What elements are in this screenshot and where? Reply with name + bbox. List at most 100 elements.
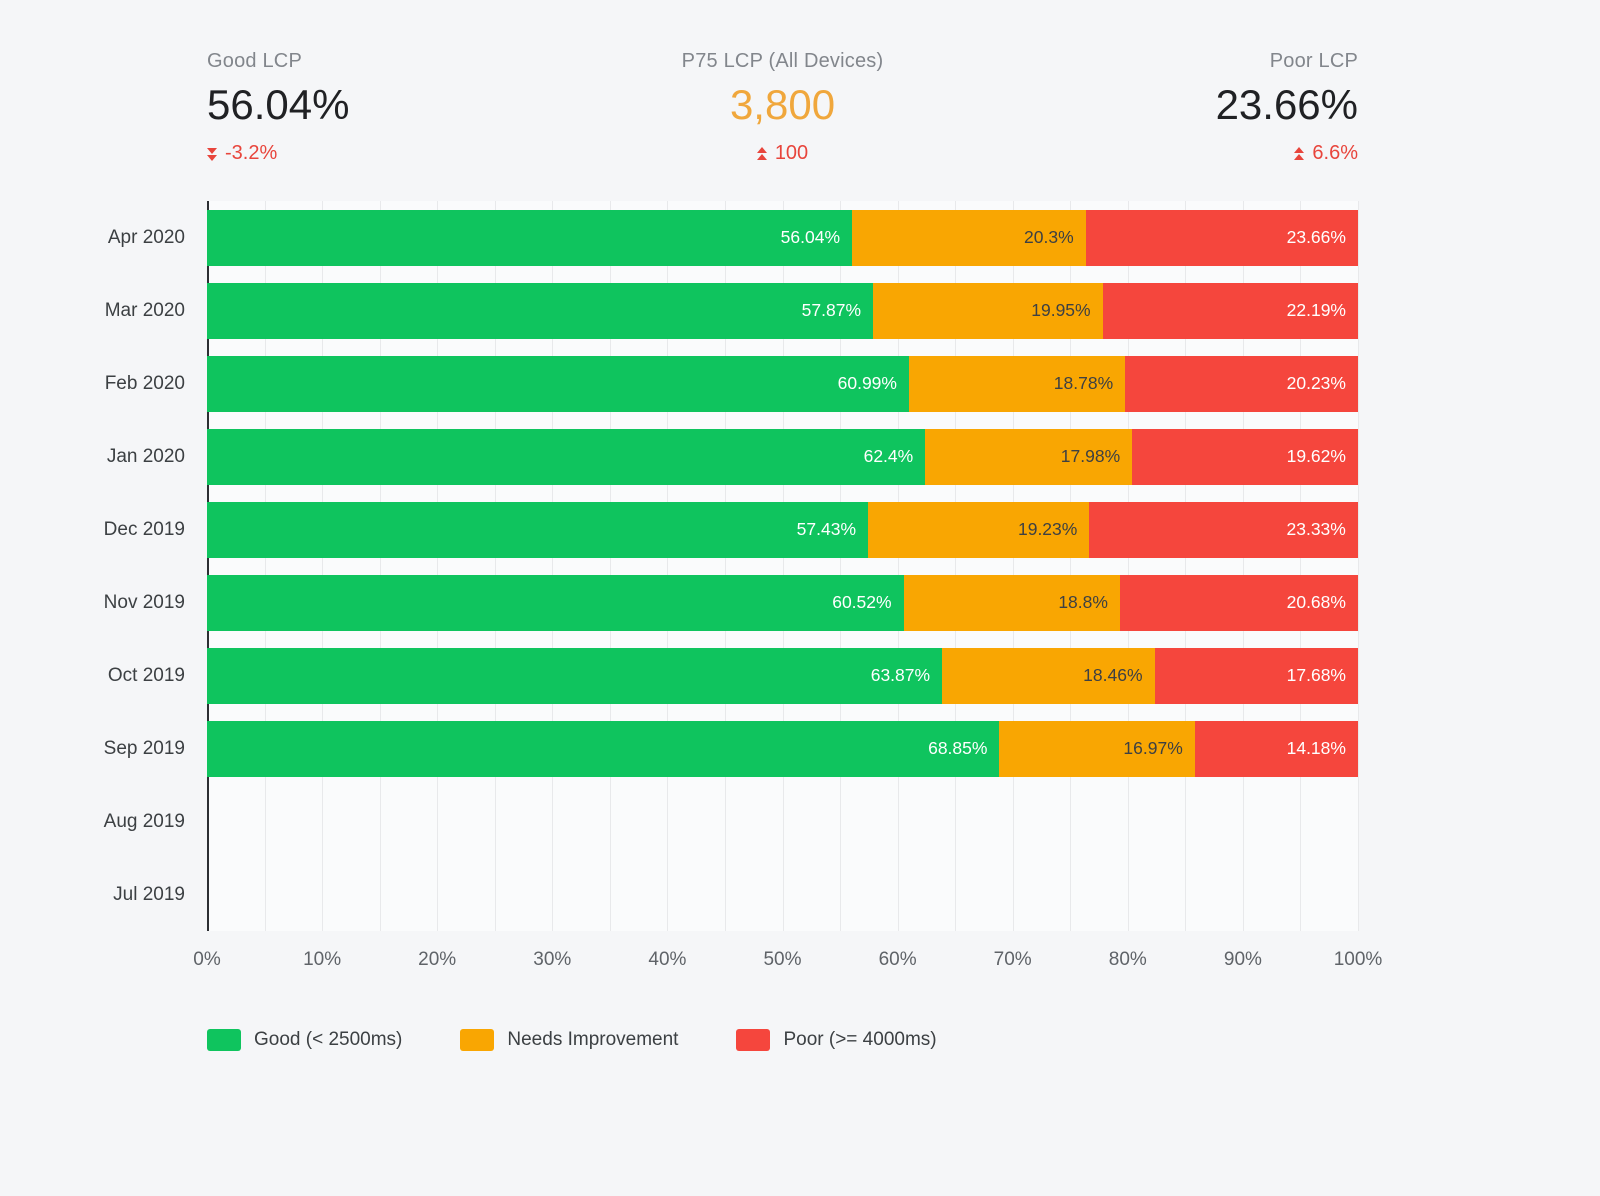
bar-track: 68.85% 16.97% 14.18% (207, 720, 1358, 777)
gridline (955, 201, 957, 931)
x-axis-tick: 10% (303, 949, 342, 970)
bar-segment-good: 62.4% (207, 428, 926, 485)
x-axis-tick: 40% (648, 949, 687, 970)
gridline (322, 201, 324, 931)
legend-label: Good (< 2500ms) (254, 1029, 403, 1050)
legend-label: Needs Improvement (507, 1029, 679, 1050)
trend-up-icon (756, 146, 767, 161)
gridline (1127, 201, 1129, 931)
bar-segment-needs-improvement: 16.97% (999, 720, 1195, 777)
bar-track: 62.4% 17.98% 19.62% (207, 428, 1358, 485)
bar-segment-poor: 23.66% (1085, 209, 1358, 266)
y-axis-label: Feb 2020 (104, 372, 185, 394)
chart-row: Sep 2019 68.85% 16.97% 14.18% (32, 712, 1358, 785)
x-axis-tick: 50% (763, 949, 802, 970)
y-axis-line (207, 201, 209, 931)
chart-row: Feb 2020 60.99% 18.78% 20.23% (32, 347, 1358, 420)
plot-rows: Apr 2020 56.04% 20.3% 23.66% Mar 2020 57.87% 1… (32, 201, 1358, 931)
trend-up-icon (1294, 146, 1305, 161)
kpi-good-lcp: Good LCP 56.04% -3.2% (207, 50, 591, 165)
chart-row: Dec 2019 57.43% 19.23% 23.33% (32, 493, 1358, 566)
legend-swatch-good (207, 1029, 241, 1051)
bar-track: 56.04% 20.3% 23.66% (207, 209, 1358, 266)
chart-row: Aug 2019 (32, 785, 1358, 858)
gridline (1242, 201, 1244, 931)
gridline (1012, 201, 1014, 931)
x-axis-tick: 20% (418, 949, 457, 970)
legend-item-needs-improvement[interactable]: Needs Improvement (460, 1029, 678, 1051)
y-axis-label: Oct 2019 (107, 664, 185, 686)
gridline (782, 201, 784, 931)
bar-segment-needs-improvement: 18.8% (903, 574, 1120, 631)
gridline (609, 201, 611, 931)
gridline (264, 201, 266, 931)
bar-track: 63.87% 18.46% 17.68% (207, 647, 1358, 704)
chart-row: Apr 2020 56.04% 20.3% 23.66% (32, 201, 1358, 274)
trend-down-icon (207, 147, 217, 161)
chart-row: Oct 2019 63.87% 18.46% 17.68% (32, 639, 1358, 712)
bar-segment-good: 60.99% (207, 355, 909, 412)
chart-row: Mar 2020 57.87% 19.95% 22.19% (32, 274, 1358, 347)
legend-swatch-needs-improvement (460, 1029, 495, 1051)
plot-area: Apr 2020 56.04% 20.3% 23.66% Mar 2020 57.87% 1… (32, 201, 1359, 931)
bar-segment-good: 63.87% (207, 647, 943, 704)
bar-segment-needs-improvement: 18.78% (908, 355, 1126, 412)
gridline (552, 201, 554, 931)
bar-segment-poor: 19.62% (1132, 428, 1358, 485)
y-axis-label: Apr 2020 (107, 226, 185, 248)
x-axis-tick: 0% (193, 949, 221, 970)
bar-track: 60.52% 18.8% 20.68% (207, 574, 1358, 631)
kpi-p75-value: 3,800 (729, 81, 836, 128)
kpi-p75-label: P75 LCP (All Devices) (681, 50, 884, 72)
x-axis-tick: 70% (993, 949, 1032, 970)
bar-segment-poor: 20.68% (1119, 574, 1358, 631)
legend-item-good[interactable]: Good (< 2500ms) (207, 1029, 402, 1051)
gridline (897, 201, 899, 931)
gridline (1300, 201, 1302, 931)
bar-segment-needs-improvement: 20.3% (852, 209, 1086, 266)
bar-segment-needs-improvement: 19.95% (873, 282, 1103, 339)
bar-segment-good: 57.87% (207, 282, 874, 339)
bar-segment-needs-improvement: 17.98% (925, 428, 1133, 485)
x-axis-tick: 90% (1223, 949, 1262, 970)
bar-segment-needs-improvement: 18.46% (942, 647, 1155, 704)
y-axis-label: Sep 2019 (103, 737, 185, 759)
kpi-header: Good LCP 56.04% -3.2% P75 LCP (All Devic… (207, 0, 1358, 165)
kpi-p75-lcp: P75 LCP (All Devices) 3,800 100 (591, 50, 975, 165)
gridline (1070, 201, 1072, 931)
kpi-poor-change-value: 6.6% (1312, 142, 1359, 164)
kpi-good-change: -3.2% (207, 142, 591, 165)
y-axis-label: Mar 2020 (104, 299, 185, 321)
bar-track: 60.99% 18.78% 20.23% (207, 355, 1358, 412)
lcp-dashboard: Good LCP 56.04% -3.2% P75 LCP (All Devic… (32, 0, 1600, 1051)
chart-row: Nov 2019 60.52% 18.8% 20.68% (32, 566, 1358, 639)
kpi-good-value: 56.04% (207, 81, 350, 128)
gridline (724, 201, 726, 931)
legend-swatch-poor (736, 1029, 771, 1051)
kpi-poor-value: 23.66% (1215, 81, 1359, 128)
lcp-stacked-bar-chart: Apr 2020 56.04% 20.3% 23.66% Mar 2020 57.87% 1… (32, 201, 1382, 979)
bar-segment-poor: 22.19% (1102, 282, 1358, 339)
bar-segment-poor: 20.23% (1125, 355, 1358, 412)
kpi-p75-change-value: 100 (774, 142, 809, 164)
bar-track: 57.87% 19.95% 22.19% (207, 282, 1358, 339)
legend-item-poor[interactable]: Poor (>= 4000ms) (736, 1029, 937, 1051)
legend: Good (< 2500ms) Needs Improvement Poor (>=… (207, 1029, 1600, 1051)
kpi-good-label: Good LCP (207, 50, 302, 72)
bar-track (207, 794, 1358, 850)
x-axis-tick: 30% (533, 949, 572, 970)
x-axis-tick: 60% (878, 949, 917, 970)
x-axis: 0% 10% 20% 30% 40% 50% 60% 70% 80% 90% 100% (193, 931, 1382, 979)
y-axis-label: Nov 2019 (103, 591, 185, 613)
y-axis-label: Dec 2019 (103, 518, 185, 540)
gridline (494, 201, 496, 931)
x-axis-tick: 100% (1333, 949, 1383, 970)
gridline (1358, 201, 1359, 931)
bar-segment-good: 60.52% (207, 574, 904, 631)
kpi-poor-lcp: Poor LCP 23.66% 6.6% (974, 50, 1358, 165)
y-axis-label: Jul 2019 (113, 883, 185, 905)
y-axis-label: Aug 2019 (103, 810, 185, 832)
bar-segment-good: 68.85% (207, 720, 1000, 777)
kpi-poor-change: 6.6% (974, 142, 1358, 165)
kpi-good-change-value: -3.2% (225, 142, 278, 164)
